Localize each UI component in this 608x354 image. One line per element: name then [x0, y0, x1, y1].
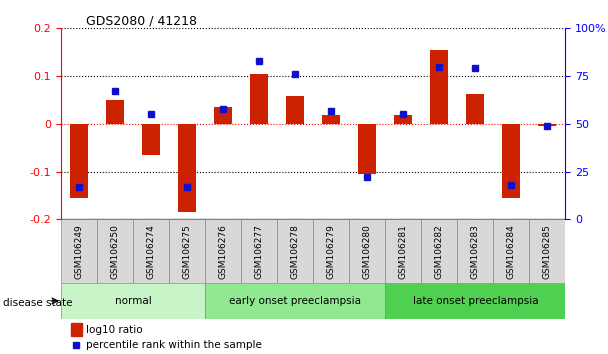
- Text: log10 ratio: log10 ratio: [86, 325, 143, 335]
- Text: GSM106275: GSM106275: [182, 224, 192, 279]
- Text: GSM106284: GSM106284: [507, 224, 516, 279]
- Text: normal: normal: [114, 296, 151, 306]
- Bar: [502, 124, 520, 198]
- Text: GDS2080 / 41218: GDS2080 / 41218: [86, 14, 197, 27]
- FancyBboxPatch shape: [205, 283, 385, 319]
- FancyBboxPatch shape: [61, 283, 205, 319]
- FancyBboxPatch shape: [493, 219, 530, 283]
- Bar: [70, 124, 88, 198]
- Text: GSM106278: GSM106278: [291, 224, 300, 279]
- Bar: [394, 115, 412, 124]
- Text: GSM106249: GSM106249: [74, 224, 83, 279]
- Bar: [539, 124, 556, 126]
- Bar: [142, 124, 160, 155]
- Text: GSM106250: GSM106250: [111, 224, 119, 279]
- Text: early onset preeclampsia: early onset preeclampsia: [229, 296, 361, 306]
- Text: late onset preeclampsia: late onset preeclampsia: [412, 296, 538, 306]
- Bar: [250, 74, 268, 124]
- FancyBboxPatch shape: [385, 219, 421, 283]
- Text: GSM106274: GSM106274: [147, 224, 156, 279]
- Text: GSM106276: GSM106276: [218, 224, 227, 279]
- Bar: [106, 100, 124, 124]
- Text: percentile rank within the sample: percentile rank within the sample: [86, 340, 262, 350]
- FancyBboxPatch shape: [530, 219, 565, 283]
- FancyBboxPatch shape: [457, 219, 493, 283]
- Bar: [430, 50, 448, 124]
- Bar: [322, 115, 340, 124]
- FancyBboxPatch shape: [169, 219, 205, 283]
- Text: GSM106277: GSM106277: [255, 224, 263, 279]
- Text: GSM106280: GSM106280: [363, 224, 371, 279]
- Text: GSM106283: GSM106283: [471, 224, 480, 279]
- Text: GSM106281: GSM106281: [399, 224, 408, 279]
- FancyBboxPatch shape: [313, 219, 349, 283]
- FancyBboxPatch shape: [133, 219, 169, 283]
- FancyBboxPatch shape: [349, 219, 385, 283]
- FancyBboxPatch shape: [61, 219, 97, 283]
- Text: GSM106285: GSM106285: [543, 224, 552, 279]
- FancyBboxPatch shape: [241, 219, 277, 283]
- Bar: [71, 323, 82, 336]
- FancyBboxPatch shape: [205, 219, 241, 283]
- FancyBboxPatch shape: [421, 219, 457, 283]
- Bar: [178, 124, 196, 212]
- FancyBboxPatch shape: [97, 219, 133, 283]
- Bar: [358, 124, 376, 174]
- Bar: [466, 94, 485, 124]
- Bar: [214, 107, 232, 124]
- Text: GSM106282: GSM106282: [435, 224, 444, 279]
- Text: GSM106279: GSM106279: [326, 224, 336, 279]
- FancyBboxPatch shape: [385, 283, 565, 319]
- Bar: [286, 96, 304, 124]
- FancyBboxPatch shape: [277, 219, 313, 283]
- Text: disease state: disease state: [3, 298, 72, 308]
